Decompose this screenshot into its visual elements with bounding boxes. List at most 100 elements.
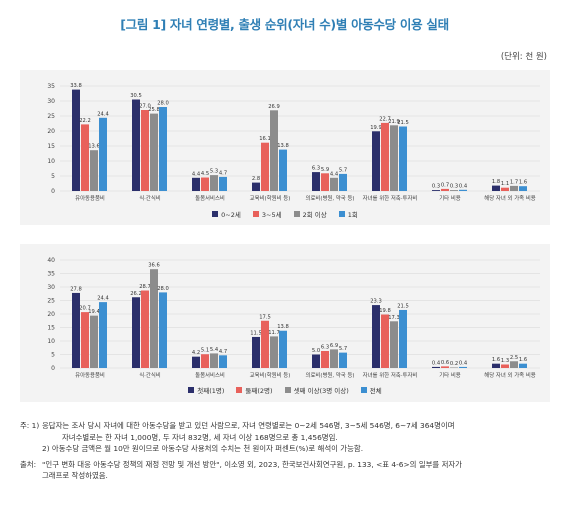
bar: [381, 314, 389, 368]
bar: [510, 361, 518, 368]
category-label: 자녀를 위한 저축·투자비: [363, 371, 418, 379]
legend-label: 3~5세: [261, 211, 282, 219]
data-label: 13.8: [277, 324, 289, 330]
bar: [210, 175, 218, 191]
note-prefix: 주: 1): [20, 421, 40, 430]
data-label: 1.1: [501, 181, 509, 187]
legend-item: 첫째(1명): [188, 385, 224, 395]
category-label: 자녀를 위한 저축·투자비: [363, 194, 418, 202]
y-tick-label: 15: [47, 143, 55, 150]
data-label: 6.3: [321, 344, 329, 350]
data-label: 5.9: [321, 167, 329, 173]
bar: [81, 124, 89, 191]
data-label: 5.1: [201, 348, 209, 354]
data-label: 4.5: [201, 171, 209, 177]
data-label: 24.4: [97, 111, 109, 117]
bar: [141, 110, 149, 191]
bar: [261, 320, 269, 368]
y-tick-label: 5: [51, 352, 55, 359]
data-label: 24.4: [97, 296, 109, 302]
data-label: 23.3: [370, 299, 382, 305]
data-label: 13.6: [88, 144, 100, 150]
bar: [132, 297, 140, 368]
bar: [339, 352, 347, 368]
legend-label: 둘째(2명): [245, 387, 273, 395]
data-label: 5.7: [339, 346, 347, 352]
unit-label: (단위: 천 원): [500, 52, 547, 62]
data-label: 13.8: [277, 143, 289, 149]
data-label: 21.5: [397, 303, 409, 309]
data-label: 17.3: [388, 315, 400, 321]
bar: [210, 353, 218, 368]
bar: [279, 330, 287, 368]
category-label: 식·간식비: [139, 371, 161, 379]
data-label: 0.4: [432, 360, 441, 366]
bar: [501, 187, 509, 191]
data-label: 0.3: [450, 184, 458, 190]
data-label: 33.8: [70, 83, 82, 89]
data-label: 4.4: [330, 171, 339, 177]
legend-swatch: [338, 211, 345, 217]
data-label: 5.0: [312, 348, 320, 354]
data-label: 1.7: [510, 179, 518, 185]
category-label: 기타 비용: [439, 194, 461, 202]
legend-label: 1회: [347, 211, 358, 219]
bar: [219, 176, 227, 191]
category-label: 돌봄서비스비: [195, 371, 225, 379]
category-label: 유아동용품비: [75, 371, 105, 379]
bar: [450, 190, 458, 191]
bar: [519, 186, 527, 191]
y-tick-label: 0: [51, 365, 55, 372]
data-label: 28.0: [157, 286, 169, 292]
data-label: 0.6: [441, 360, 449, 366]
data-label: 5.4: [210, 347, 219, 353]
y-tick-label: 35: [47, 83, 55, 90]
bar: [510, 185, 518, 191]
bar: [192, 356, 200, 368]
data-label: 2.5: [510, 355, 518, 361]
data-label: 4.7: [219, 349, 227, 355]
data-label: 1.6: [519, 180, 527, 186]
data-label: 19.4: [88, 309, 100, 315]
data-label: 26.2: [130, 291, 142, 297]
data-label: 4.7: [219, 170, 227, 176]
bar-chart-age: 0 5 10 15 20 25 30 35 33.8 22.2 13.6 24.4 유아동용품비 30.5…: [47, 83, 540, 202]
legend-label: 2회 이상: [302, 211, 327, 219]
data-label: 22.7: [379, 116, 391, 122]
bar: [90, 315, 98, 368]
source-prefix: 출처:: [20, 459, 37, 469]
legend-item: 0~2세: [212, 209, 241, 219]
data-label: 25.8: [148, 107, 160, 113]
note-1-line-2: 자녀수별로는 한 자녀 1,000명, 두 자녀 832명, 세 자녀 이상 1…: [62, 432, 338, 442]
bar: [252, 336, 260, 368]
category-label: 식·간식비: [139, 194, 161, 202]
category-label: 유아동용품비: [75, 194, 105, 202]
data-label: 1.6: [492, 357, 500, 363]
bar: [492, 363, 500, 368]
source-line-1: "인구 변화 대응 아동수당 정책의 재정 전망 및 개선 방안", 이소영 외…: [42, 459, 462, 469]
category-label: 교육비(학원비 등): [250, 371, 291, 379]
legend-item: 3~5세: [252, 209, 282, 219]
bar: [99, 117, 107, 191]
y-tick-label: 20: [47, 128, 55, 135]
legend-swatch: [360, 387, 367, 393]
bar: [399, 309, 407, 368]
legend-swatch: [212, 211, 219, 217]
bar: [252, 182, 260, 191]
bar: [330, 349, 338, 368]
legend-age: 0~2세 3~5세 2회 이상 1회: [20, 209, 550, 219]
data-label: 22.2: [79, 118, 91, 124]
bar: [81, 312, 89, 368]
legend-item: 2회 이상: [293, 209, 327, 219]
data-label: 26.9: [268, 104, 280, 110]
bar: [459, 189, 467, 191]
note-1-line-1: 응답자는 조사 당시 자녀에 대한 아동수당을 받고 있던 사람으로, 자녀 연…: [42, 421, 455, 430]
data-label: 11.7: [268, 330, 280, 336]
legend-birth-order: 첫째(1명) 둘째(2명) 셋째 이상(3명 이상) 전체: [20, 385, 550, 395]
legend-item: 셋째 이상(3명 이상): [284, 385, 349, 395]
bar: [150, 269, 158, 368]
bar: [441, 188, 449, 191]
bar: [90, 150, 98, 191]
bar: [279, 149, 287, 191]
bar: [441, 366, 449, 368]
